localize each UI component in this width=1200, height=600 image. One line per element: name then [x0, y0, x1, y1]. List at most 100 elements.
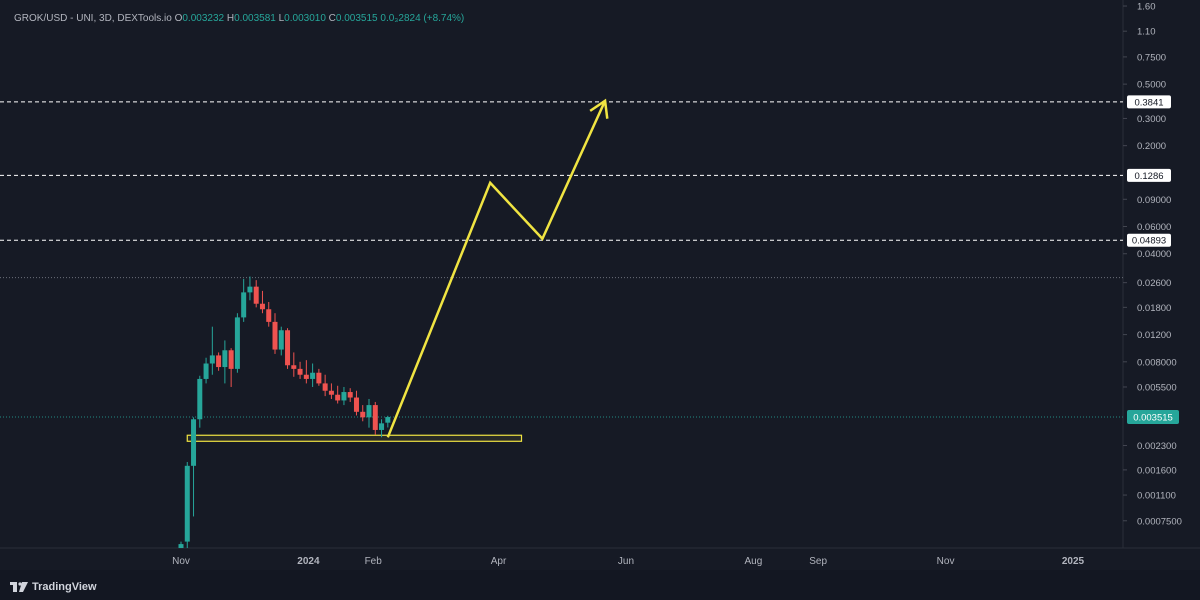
last-price-label: 0.003515 — [1133, 413, 1173, 424]
x-tick-label: Sep — [809, 556, 827, 567]
x-tick-label: 2024 — [297, 556, 320, 567]
x-tick-label: Nov — [937, 556, 955, 567]
x-tick-label: Apr — [491, 556, 507, 567]
x-tick-label: Jun — [618, 556, 634, 567]
candle — [216, 352, 222, 371]
change-value: 0.0₃2824 (+8.74%) — [380, 13, 465, 24]
low-value: 0.003010 — [284, 13, 326, 24]
candle — [291, 352, 297, 377]
open-value: 0.003232 — [182, 13, 225, 24]
tradingview-icon — [10, 582, 28, 592]
projection-line — [386, 100, 607, 438]
candle-body — [216, 355, 222, 368]
price-level-label: 0.1286 — [1134, 171, 1163, 182]
candle-body — [328, 390, 334, 395]
y-tick-label: 0.01800 — [1137, 303, 1171, 314]
symbol-title: GROK/USD - UNI, 3D, DEXTools.io — [14, 13, 172, 24]
candle-body — [379, 423, 385, 430]
candle-body — [335, 394, 341, 401]
y-tick-label: 0.5000 — [1137, 80, 1166, 91]
candle-body — [191, 419, 197, 466]
candle — [272, 313, 278, 354]
candle-body — [209, 355, 215, 364]
last-price-badge — [1127, 410, 1179, 425]
candle — [385, 415, 391, 428]
candle-body — [241, 292, 247, 318]
candle — [347, 388, 353, 402]
price-level-badge — [1127, 233, 1171, 247]
candles — [178, 276, 391, 548]
price-level-label: 0.3841 — [1134, 97, 1163, 108]
candle — [316, 368, 322, 386]
candle — [234, 313, 240, 373]
candle — [253, 280, 259, 308]
y-tick-label: 0.2000 — [1137, 141, 1166, 152]
candle — [372, 401, 378, 435]
x-tick-label: Nov — [172, 556, 190, 567]
candle — [297, 361, 303, 379]
support-box — [186, 434, 523, 442]
candle-body — [178, 544, 184, 548]
candle — [335, 385, 341, 404]
candle-body — [285, 330, 291, 366]
candle-body — [184, 465, 190, 542]
candle-body — [259, 303, 265, 310]
candle — [310, 363, 316, 387]
candle-body — [234, 317, 240, 369]
candle — [360, 405, 366, 422]
y-tick-label: 0.04000 — [1137, 249, 1171, 260]
support-zone — [186, 434, 523, 442]
candle — [209, 326, 215, 375]
tradingview-logo[interactable]: TradingView — [10, 580, 97, 594]
candle — [278, 326, 284, 356]
candle — [241, 278, 247, 322]
candle — [341, 386, 347, 406]
candle — [266, 301, 272, 327]
y-tick-label: 0.09000 — [1137, 195, 1171, 206]
y-tick-label: 0.01200 — [1137, 330, 1171, 341]
y-tick-label: 1.10 — [1137, 27, 1156, 38]
candle — [353, 390, 359, 416]
price-level-badge — [1127, 168, 1171, 182]
high-label: H — [226, 13, 235, 24]
candle — [379, 419, 385, 438]
projection-path — [386, 98, 609, 438]
y-tick-label: 0.008000 — [1137, 357, 1177, 368]
candle-body — [228, 350, 234, 369]
candle-body — [310, 372, 316, 379]
open-label: O — [174, 13, 183, 24]
candle-body — [303, 374, 309, 379]
candle-body — [272, 321, 278, 350]
candle-body — [247, 286, 253, 293]
candle-body — [316, 372, 322, 384]
high-value: 0.003581 — [234, 13, 276, 24]
chart-grid — [0, 0, 1200, 549]
candle — [222, 340, 228, 384]
candle-body — [291, 365, 297, 369]
y-tick-label: 1.60 — [1137, 2, 1156, 13]
price-levels: 0.3841 0.1286 0.04893 0.003515 — [0, 95, 1179, 425]
candle-body — [385, 417, 391, 423]
close-value: 0.003515 — [335, 13, 378, 24]
close-label: C — [328, 13, 336, 24]
projection-arrowhead — [589, 98, 609, 119]
y-tick-label: 0.7500 — [1137, 52, 1166, 63]
candle — [285, 328, 291, 369]
candle-body — [253, 286, 259, 304]
candle — [203, 357, 209, 384]
candle — [178, 541, 184, 548]
y-tick-label: 0.002300 — [1137, 441, 1177, 452]
candle-body — [372, 405, 378, 430]
candle — [322, 374, 328, 397]
time-axis[interactable]: Nov 2024 Feb Apr Jun Aug Sep Nov 2025 — [172, 556, 1084, 567]
low-label: L — [278, 13, 285, 24]
brand-label: TradingView — [32, 581, 97, 593]
y-tick-label: 0.3000 — [1137, 114, 1166, 125]
candle-body — [266, 309, 272, 322]
y-tick-label: 0.001600 — [1137, 465, 1177, 476]
price-axis[interactable]: 1.60 1.10 0.7500 0.5000 0.3000 0.2000 0.09000 0… — [1123, 2, 1182, 528]
candle — [247, 276, 253, 301]
y-tick-label: 0.001100 — [1137, 491, 1176, 502]
y-tick-label: 0.005500 — [1137, 382, 1177, 393]
